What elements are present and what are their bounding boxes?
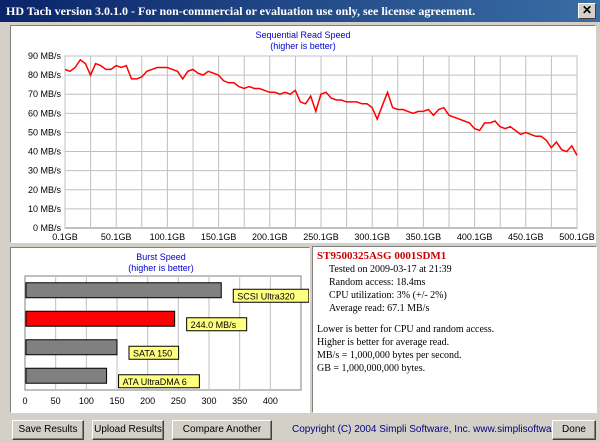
- x-tick-label: 300.1GB: [354, 232, 390, 242]
- compare-another-drive-button[interactable]: Compare Another Drive: [172, 420, 272, 440]
- window-title: HD Tach version 3.0.1.0 - For non-commer…: [6, 4, 476, 18]
- read-speed-line: [64, 58, 578, 156]
- burst-x-tick-label: 400: [263, 396, 278, 406]
- drive-info-panel: ST9500325ASG 0001SDM1 Tested on 2009-03-…: [312, 246, 597, 413]
- upload-results-button[interactable]: Upload Results: [92, 420, 164, 440]
- drive-name: ST9500325ASG 0001SDM1: [317, 250, 447, 262]
- cpu-utilization: CPU utilization: 3% (+/- 2%): [329, 290, 447, 301]
- burst-bar-label-box: [186, 317, 248, 332]
- burst-x-tick-label: 50: [51, 396, 61, 406]
- y-tick-label: 70 MB/s: [28, 89, 62, 99]
- burst-x-tick-label: 0: [22, 396, 27, 406]
- compare-label: Compare Another Drive: [182, 424, 262, 435]
- save-results-button[interactable]: Save Results: [12, 420, 84, 440]
- average-read: Average read: 67.1 MB/s: [329, 303, 430, 314]
- x-tick-label: 350.1GB: [406, 232, 442, 242]
- burst-x-tick-label: 200: [140, 396, 155, 406]
- read-chart-panel: Sequential Read Speed (higher is better) 0…: [10, 25, 596, 243]
- done-button[interactable]: Done: [552, 420, 596, 440]
- burst-bar: [25, 367, 108, 384]
- window-title-bar: HD Tach version 3.0.1.0 - For non-commer…: [0, 0, 600, 22]
- chart-subtitle: (higher is better): [270, 41, 336, 51]
- y-tick-label: 80 MB/s: [28, 70, 62, 80]
- note-line: Higher is better for average read.: [317, 337, 450, 348]
- y-tick-label: 20 MB/s: [28, 185, 62, 195]
- burst-x-tick-label: 150: [109, 396, 124, 406]
- y-tick-label: 0 MB/s: [33, 223, 62, 233]
- x-tick-label: 450.1GB: [508, 232, 544, 242]
- y-tick-label: 90 MB/s: [28, 51, 62, 61]
- tested-on: Tested on 2009-03-17 at 21:39: [329, 264, 452, 275]
- burst-bar: [25, 310, 176, 327]
- close-icon[interactable]: ✕: [578, 3, 596, 19]
- y-tick-label: 10 MB/s: [28, 204, 62, 214]
- burst-x-tick-label: 250: [171, 396, 186, 406]
- burst-chart-panel: Burst Speed (higher is better) 0 50 100 150 20…: [10, 247, 310, 413]
- random-access: Random access: 18.4ms: [329, 277, 426, 288]
- burst-x-tick-label: 100: [79, 396, 94, 406]
- chart-title: Sequential Read Speed: [255, 30, 350, 40]
- x-tick-label: 250.1GB: [303, 232, 339, 242]
- x-tick-label: 200.1GB: [252, 232, 288, 242]
- burst-chart: Burst Speed(higher is better) 0 50 100 150 20…: [22, 252, 309, 406]
- burst-bar: [25, 282, 222, 299]
- burst-x-tick-label: 350: [232, 396, 247, 406]
- notes: Lower is better for CPU and random acces…: [313, 323, 596, 375]
- y-tick-label: 50 MB/s: [28, 127, 62, 137]
- burst-title: Burst Speed: [136, 252, 186, 262]
- note-line: GB = 1,000,000,000 bytes.: [317, 363, 426, 374]
- y-tick-label: 30 MB/s: [28, 166, 62, 176]
- x-tick-label: 50.1GB: [101, 232, 132, 242]
- burst-x-tick-label: 300: [201, 396, 216, 406]
- burst-bar-label: 244.0 MB/s: [191, 320, 237, 330]
- copyright-text: Copyright (C) 2004 Simpli Software, Inc.…: [292, 424, 583, 435]
- burst-bar: [25, 339, 118, 356]
- burst-bar-label: SCSI Ultra320: [237, 291, 295, 301]
- upload-results-label: Upload Results: [94, 424, 162, 435]
- burst-bar-label: ATA UltraDMA 6: [123, 377, 187, 387]
- x-tick-label: 150.1GB: [201, 232, 237, 242]
- done-label: Done: [562, 424, 586, 435]
- read-chart: Sequential Read Speed(higher is better) 0…: [28, 30, 595, 242]
- burst-bar-label-box: [232, 288, 309, 303]
- note-line: MB/s = 1,000,000 bytes per second.: [317, 350, 462, 361]
- burst-subtitle: (higher is better): [128, 263, 194, 273]
- y-tick-label: 60 MB/s: [28, 108, 62, 118]
- save-results-label: Save Results: [18, 424, 78, 435]
- burst-bar-label-box: [118, 374, 200, 389]
- note-line: Lower is better for CPU and random acces…: [317, 324, 495, 335]
- x-tick-label: 0.1GB: [52, 232, 78, 242]
- burst-bar-label-box: [128, 345, 180, 360]
- x-tick-label: 400.1GB: [457, 232, 493, 242]
- burst-bar-label: SATA 150: [133, 348, 172, 358]
- x-tick-label: 500.1GB: [559, 232, 595, 242]
- y-tick-label: 40 MB/s: [28, 147, 62, 157]
- x-tick-label: 100.1GB: [150, 232, 186, 242]
